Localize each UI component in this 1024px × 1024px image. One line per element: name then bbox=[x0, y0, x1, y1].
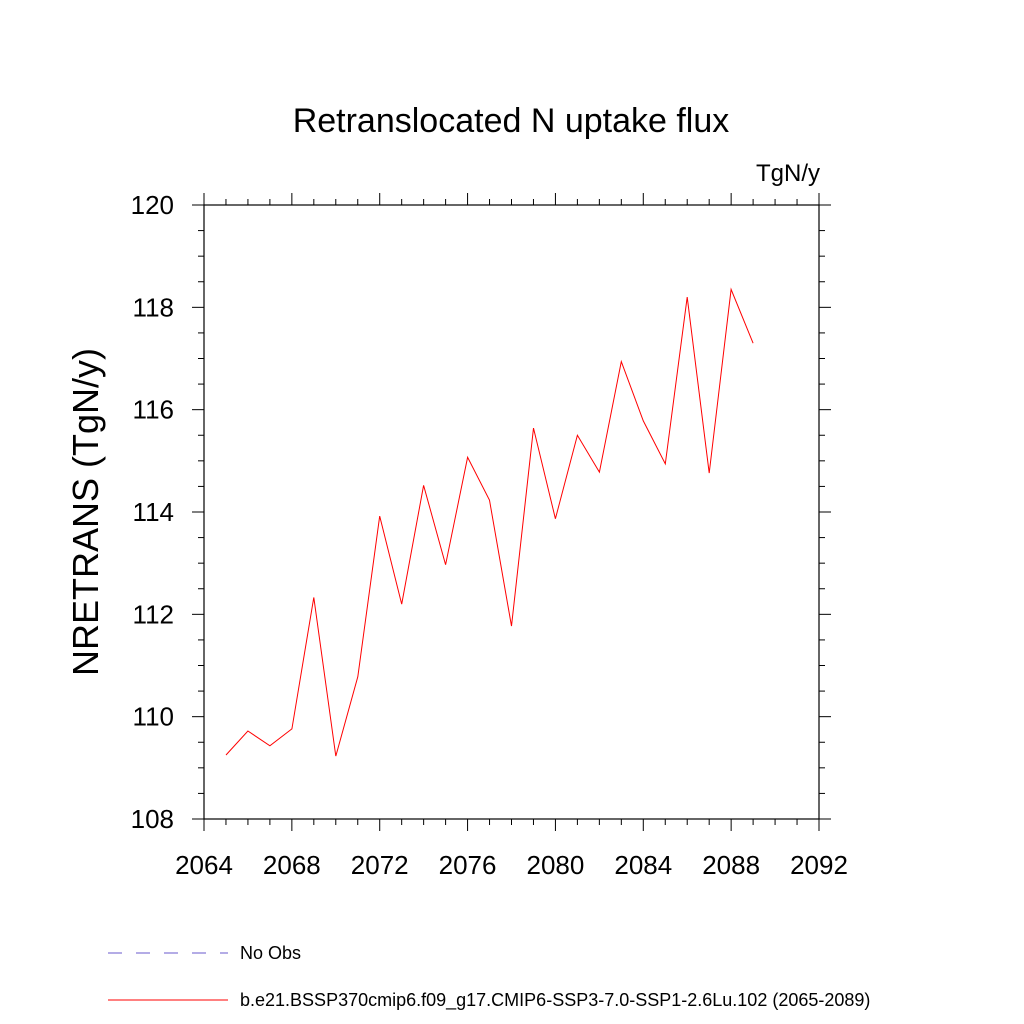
y-tick-label: 108 bbox=[131, 804, 174, 834]
legend-label: b.e21.BSSP370cmip6.f09_g17.CMIP6-SSP3-7.… bbox=[240, 990, 870, 1011]
y-tick-label: 116 bbox=[133, 395, 174, 425]
legend: No Obs b.e21.BSSP370cmip6.f09_g17.CMIP6-S… bbox=[108, 943, 870, 1011]
series-line bbox=[225, 287, 754, 757]
x-tick-label: 2080 bbox=[527, 850, 585, 880]
legend-label: No Obs bbox=[240, 943, 301, 963]
x-tick-label: 2076 bbox=[439, 850, 497, 880]
y-axis-label: NRETRANS (TgN/y) bbox=[65, 348, 106, 676]
y-tick-label: 114 bbox=[133, 497, 174, 527]
y-tick-label: 110 bbox=[133, 702, 174, 732]
x-tick-label: 2064 bbox=[175, 850, 233, 880]
series-layer bbox=[225, 287, 754, 757]
y-tick-label: 120 bbox=[131, 190, 174, 220]
y-tick-label: 118 bbox=[133, 292, 174, 322]
x-tick-label: 2092 bbox=[790, 850, 848, 880]
axis-ticks: 2064 2068 2072 2076 2080 2084 2088 2092 108 110 11… bbox=[131, 190, 848, 880]
plot-frame bbox=[203, 204, 820, 820]
x-tick-label: 2084 bbox=[614, 850, 672, 880]
units-label: TgN/y bbox=[756, 160, 820, 187]
x-tick-label: 2072 bbox=[351, 850, 409, 880]
chart-title: Retranslocated N uptake flux bbox=[293, 102, 730, 140]
x-tick-label: 2088 bbox=[702, 850, 760, 880]
y-tick-label: 112 bbox=[133, 599, 174, 629]
x-tick-label: 2068 bbox=[263, 850, 321, 880]
